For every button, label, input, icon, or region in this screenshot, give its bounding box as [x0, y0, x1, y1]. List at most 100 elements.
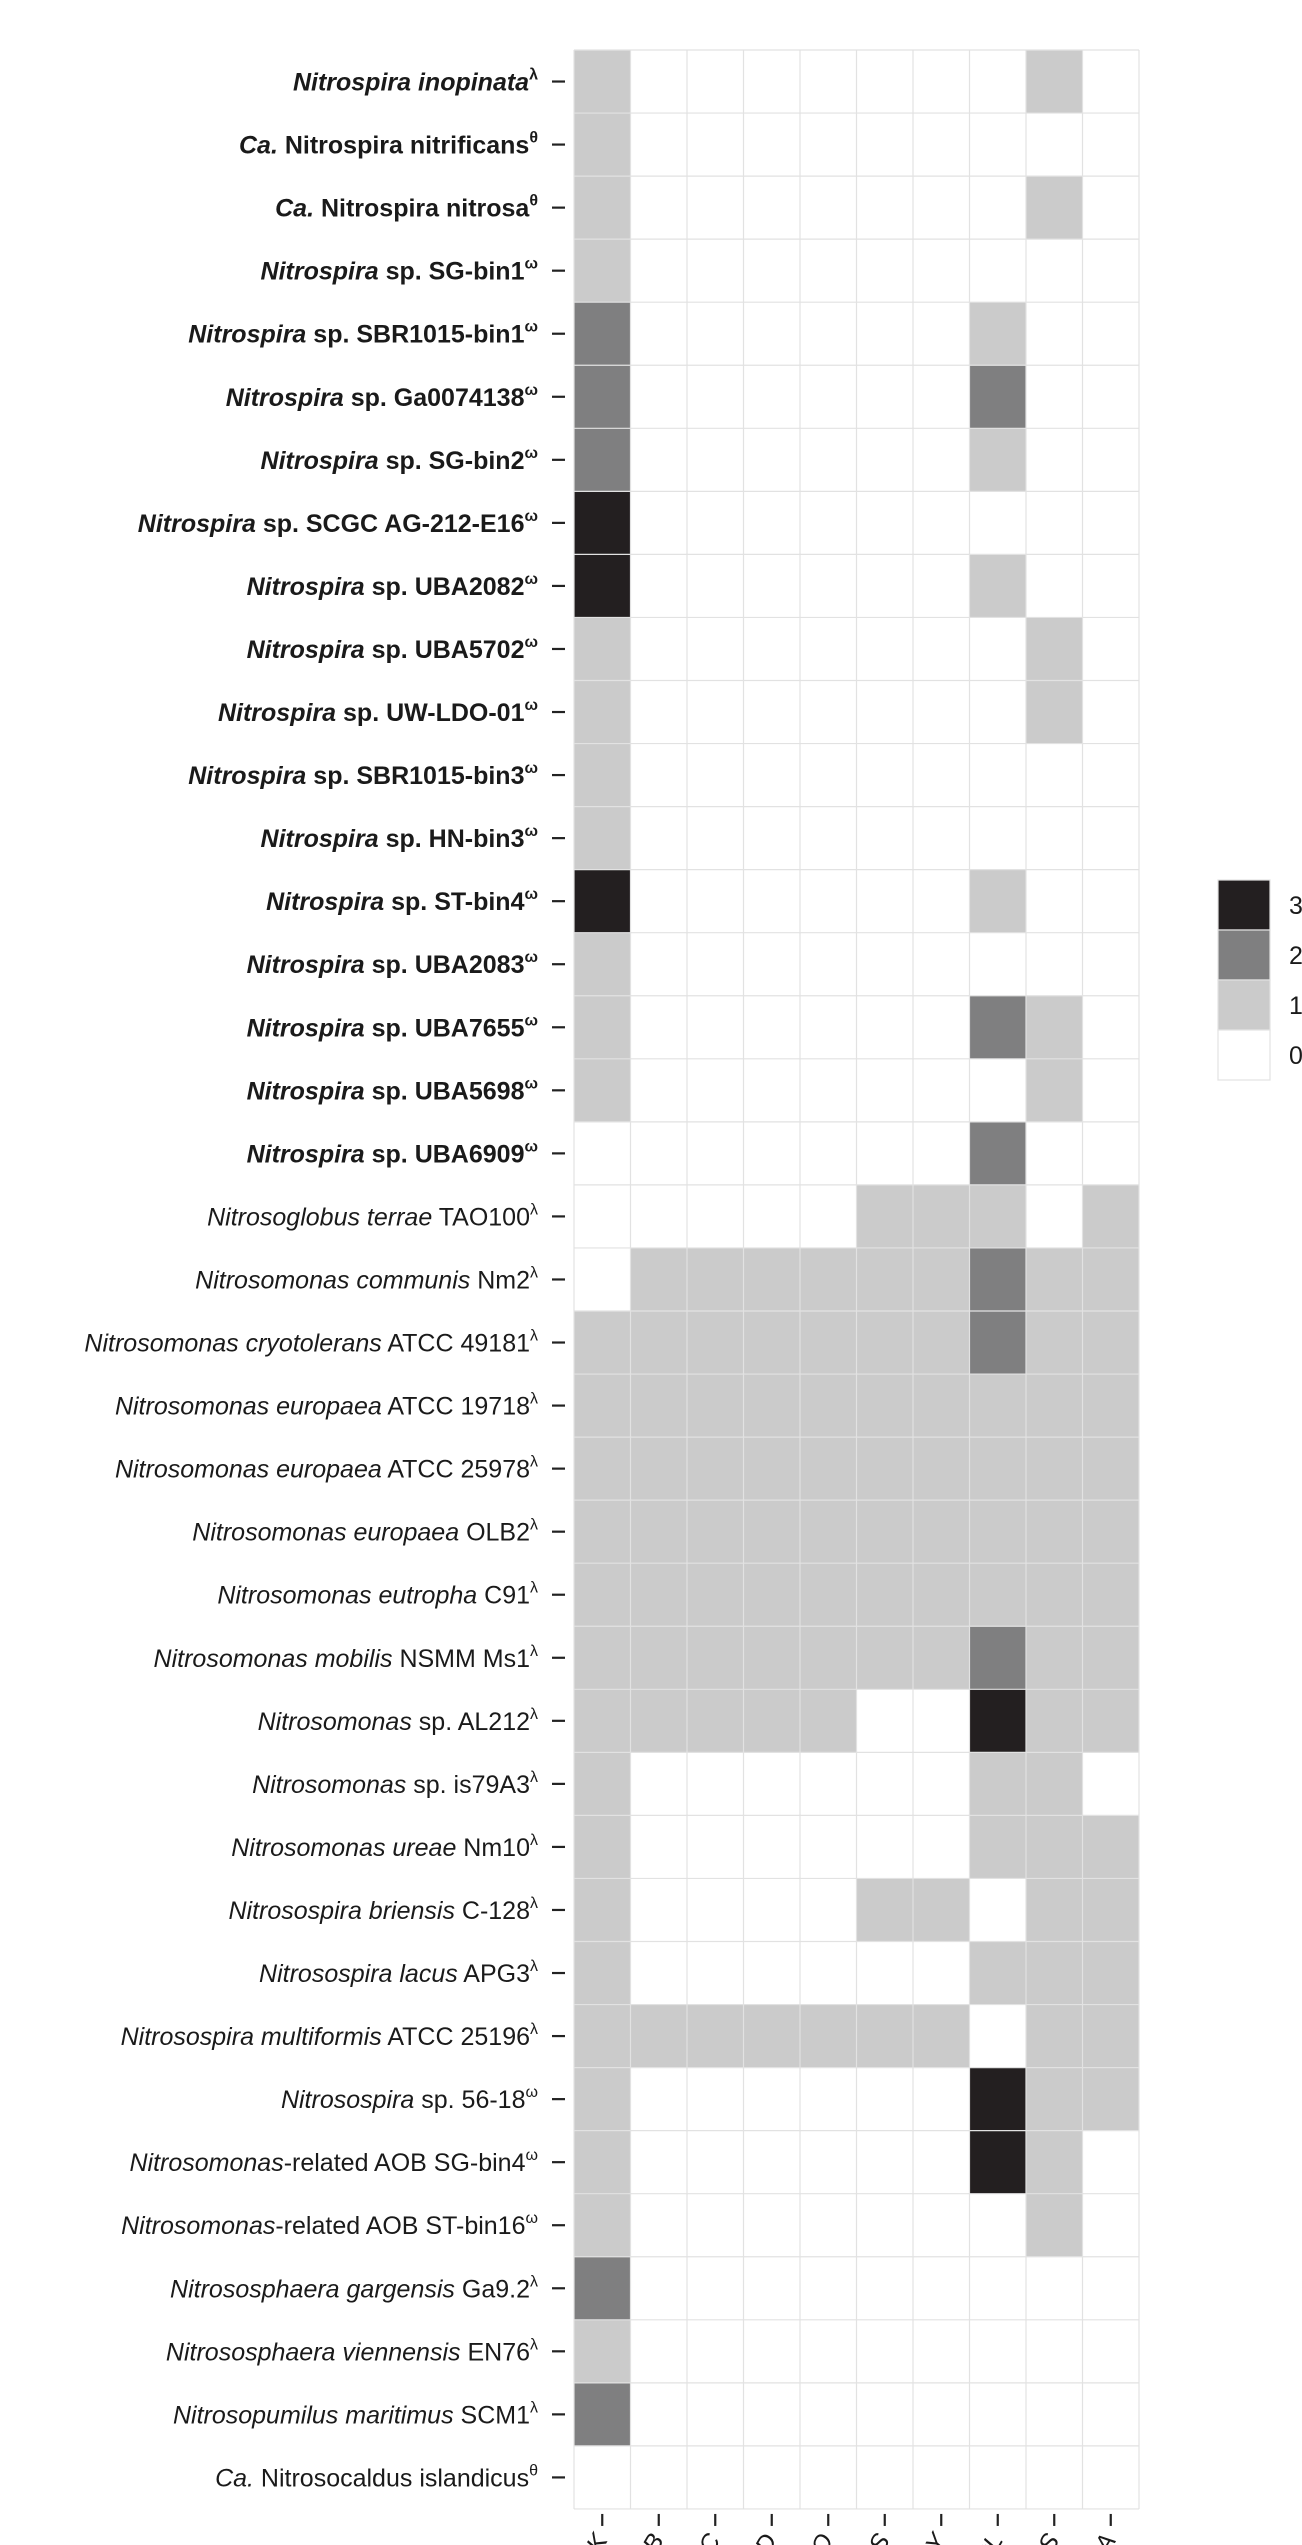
- row-label: Nitrospira sp. HN-bin3ω: [261, 823, 538, 853]
- heatmap-cell: [1082, 113, 1139, 177]
- heatmap-cell: [856, 680, 913, 744]
- row-label: Nitrospira sp. ST-bin4ω: [266, 886, 538, 916]
- heatmap-cell: [856, 2004, 913, 2068]
- heatmap-cell: [969, 554, 1026, 618]
- heatmap-cell: [913, 554, 970, 618]
- heatmap-cell: [630, 1878, 687, 1942]
- heatmap-cell: [743, 806, 800, 870]
- legend-label: 1: [1289, 992, 1302, 1020]
- heatmap-cell: [574, 995, 631, 1059]
- heatmap-cell: [574, 428, 631, 492]
- heatmap-cell: [687, 554, 744, 618]
- heatmap-cell: [743, 239, 800, 303]
- heatmap-cell: [574, 1626, 631, 1690]
- heatmap-cell: [1082, 680, 1139, 744]
- heatmap-cell: [1082, 428, 1139, 492]
- row-label: Nitrospira sp. UBA6909ω: [247, 1138, 538, 1168]
- heatmap-cell: [1082, 2319, 1139, 2383]
- row-labels: Nitrospira inopinataλ Ca. Nitrospira nitr…: [84, 67, 565, 2492]
- heatmap-cell: [856, 1689, 913, 1753]
- heatmap-cell: [800, 680, 857, 744]
- heatmap-cell: [800, 113, 857, 177]
- heatmap-cell: [687, 2319, 744, 2383]
- heatmap-cell: [1082, 1311, 1139, 1375]
- row-label: Nitrospira sp. UBA2083ω: [247, 949, 538, 979]
- row-label: Nitrospira sp. UBA2082ω: [247, 571, 538, 601]
- heatmap-cell: [856, 617, 913, 681]
- row-label: Nitrospira sp. SG-bin1ω: [261, 256, 538, 286]
- column-label: norB: [619, 2529, 670, 2545]
- heatmap-cell: [574, 365, 631, 429]
- heatmap-cell: [913, 2067, 970, 2131]
- heatmap-cell: [1026, 1626, 1083, 1690]
- heatmap-cell: [1082, 806, 1139, 870]
- heatmap-cell: [743, 1184, 800, 1248]
- heatmap-cell: [743, 554, 800, 618]
- heatmap-cell: [687, 1626, 744, 1690]
- heatmap-cell: [1026, 869, 1083, 933]
- column-label: cytS: [1017, 2529, 1066, 2545]
- heatmap-cell: [1026, 365, 1083, 429]
- column-labels: nirK norB norC norDnorQ norS norY cytL cytSncyA: [567, 2513, 1122, 2545]
- heatmap-cell: [630, 2256, 687, 2320]
- row-label: Nitrosomonas mobilis NSMM Ms1λ: [154, 1643, 538, 1673]
- row-label: Nitrosomonas cryotolerans ATCC 49181λ: [84, 1328, 538, 1358]
- heatmap-cell: [743, 932, 800, 996]
- heatmap-cell: [856, 1626, 913, 1690]
- heatmap-cell: [1026, 1058, 1083, 1122]
- heatmap-cell: [856, 806, 913, 870]
- heatmap-cell: [969, 491, 1026, 555]
- heatmap-cell: [1026, 2067, 1083, 2131]
- heatmap-cell: [687, 1941, 744, 2005]
- heatmap-cell: [630, 680, 687, 744]
- heatmap-cell: [743, 113, 800, 177]
- heatmap-cell: [743, 743, 800, 807]
- heatmap-cell: [630, 743, 687, 807]
- heatmap-cell: [969, 1247, 1026, 1311]
- heatmap-cell: [1026, 1247, 1083, 1311]
- heatmap-cell: [913, 1815, 970, 1879]
- heatmap-cell: [913, 1878, 970, 1942]
- heatmap-cell: [630, 1311, 687, 1375]
- heatmap-cell: [1026, 2445, 1083, 2509]
- heatmap-cell: [969, 2130, 1026, 2194]
- heatmap-cell: [743, 1058, 800, 1122]
- heatmap-cell: [687, 995, 744, 1059]
- heatmap-cell: [743, 1563, 800, 1627]
- heatmap-cell: [630, 1689, 687, 1753]
- heatmap-cell: [1082, 2004, 1139, 2068]
- heatmap-cell: [687, 2193, 744, 2257]
- heatmap-cell: [743, 1689, 800, 1753]
- heatmap-cell: [800, 2130, 857, 2194]
- heatmap-cell: [856, 1752, 913, 1816]
- heatmap-cell: [1082, 932, 1139, 996]
- heatmap-cell: [630, 1058, 687, 1122]
- heatmap-cell: [913, 1689, 970, 1753]
- heatmap-cell: [743, 1311, 800, 1375]
- heatmap-cell: [743, 2067, 800, 2131]
- heatmap-cell: [574, 2256, 631, 2320]
- heatmap-cell: [800, 2193, 857, 2257]
- row-label: Nitrospira sp. Ga0074138ω: [226, 382, 538, 412]
- heatmap-cell: [800, 2067, 857, 2131]
- heatmap-cell: [800, 932, 857, 996]
- heatmap-cell: [1082, 1184, 1139, 1248]
- heatmap-cell: [743, 176, 800, 240]
- heatmap-cell: [800, 1058, 857, 1122]
- heatmap-cell: [630, 869, 687, 933]
- heatmap-cell: [743, 1941, 800, 2005]
- heatmap-cell: [1026, 1437, 1083, 1501]
- heatmap-cell: [1026, 50, 1083, 114]
- row-label: Nitrospira sp. SG-bin2ω: [261, 445, 538, 475]
- heatmap-cell: [913, 806, 970, 870]
- heatmap-gridlines: [573, 49, 1140, 2510]
- heatmap-cell: [969, 1815, 1026, 1879]
- heatmap-cell: [630, 1941, 687, 2005]
- heatmap-cell: [913, 1500, 970, 1564]
- heatmap-cell: [1026, 428, 1083, 492]
- heatmap-cell: [1026, 2130, 1083, 2194]
- heatmap-cell: [743, 2193, 800, 2257]
- heatmap-cell: [574, 680, 631, 744]
- heatmap-cell: [743, 995, 800, 1059]
- heatmap-cell: [1026, 2256, 1083, 2320]
